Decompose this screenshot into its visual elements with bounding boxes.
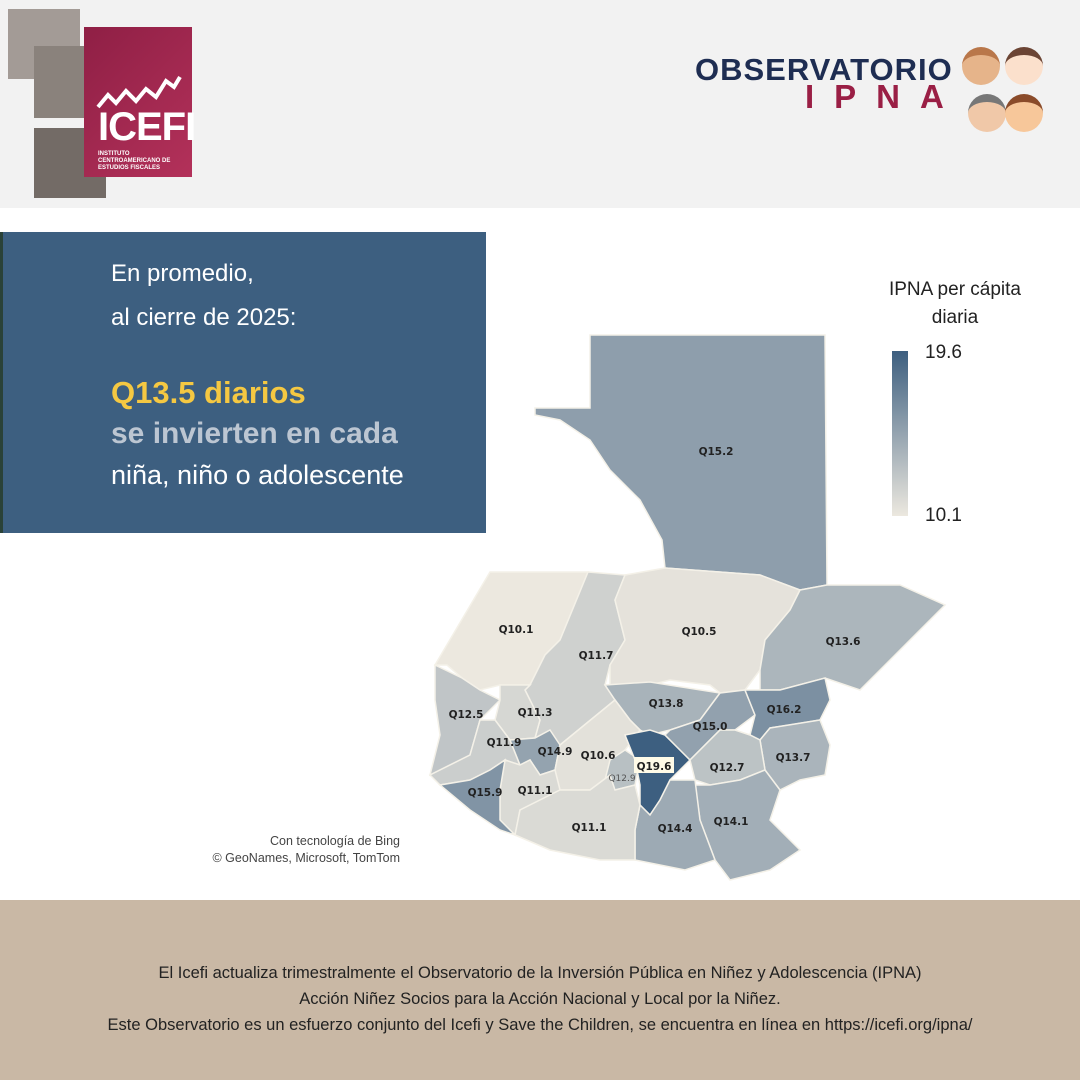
chart-line-icon — [96, 75, 182, 109]
legend-gradient — [892, 351, 908, 516]
region-value-label: Q10.1 — [499, 624, 534, 636]
region-value-label: Q15.0 — [693, 721, 728, 733]
legend-min: 10.1 — [925, 505, 962, 526]
region-value-label: Q15.2 — [699, 446, 734, 458]
callout-line2: al cierre de 2025: — [111, 304, 297, 331]
logo-name: ICEFI — [98, 105, 196, 149]
child-face-icon — [968, 94, 1006, 132]
region-value-label: Q10.6 — [581, 750, 616, 762]
header: ICEFI INSTITUTO CENTROAMERICANO DE ESTUD… — [0, 0, 1080, 208]
region-value-label: Q13.7 — [776, 752, 811, 764]
region-value-label: Q12.7 — [710, 762, 745, 774]
region-value-label: Q16.2 — [767, 704, 802, 716]
ipna-title: IPNA — [805, 78, 964, 115]
callout-line3: se invierten en cada — [111, 417, 398, 450]
region-value-label: Q13.6 — [826, 636, 861, 648]
map-credit: Con tecnología de Bing © GeoNames, Micro… — [188, 833, 401, 867]
department-region — [438, 758, 516, 836]
department-region — [689, 729, 766, 786]
legend-title: IPNA per cápita diaria — [888, 279, 1022, 328]
department-region — [534, 334, 828, 591]
footer: El Icefi actualiza trimestralmente el Ob… — [0, 900, 1080, 1080]
region-value-label: Q15.9 — [468, 787, 503, 799]
region-value-label: Q13.8 — [649, 698, 684, 710]
region-value-label: Q11.7 — [579, 650, 614, 662]
region-value-label: Q11.1 — [572, 822, 607, 834]
legend-max: 19.6 — [925, 342, 962, 363]
highlight-label-bg — [634, 757, 674, 773]
region-value-label: Q12.5 — [449, 709, 484, 721]
child-face-icon — [1005, 94, 1043, 132]
guatemala-map: Q15.2 Q10.1 Q11.7 Q10.5 Q13.6 Q13.8 Q12.5 Q11.3… — [428, 334, 947, 881]
region-value-label: Q11.9 — [487, 737, 522, 749]
callout-amount: Q13.5 diarios — [111, 375, 306, 410]
region-value-label: Q10.5 — [682, 626, 717, 638]
region-value-label: Q11.3 — [518, 707, 553, 719]
child-face-icon — [962, 47, 1000, 85]
region-value-label: Q14.1 — [714, 816, 749, 828]
callout-box: En promedio, al cierre de 2025: Q13.5 di… — [0, 232, 486, 533]
callout-line4: niña, niño o adolescente — [111, 460, 404, 490]
region-value-label: Q14.9 — [538, 746, 573, 758]
credit-line1: Con tecnología de Bing — [270, 834, 400, 848]
region-value-label: Q19.6 — [637, 761, 672, 773]
observatorio-title: OBSERVATORIO — [695, 52, 953, 87]
footer-line3[interactable]: Este Observatorio es un esfuerzo conjunt… — [107, 1016, 973, 1034]
region-value-label: Q14.4 — [658, 823, 693, 835]
child-face-icon — [1005, 47, 1043, 85]
footer-line2: Acción Niñez Socios para la Acción Nacio… — [299, 990, 781, 1008]
footer-line1: El Icefi actualiza trimestralmente el Ob… — [158, 964, 922, 982]
region-value-label: Q11.1 — [518, 785, 553, 797]
icefi-logo: ICEFI INSTITUTO CENTROAMERICANO DE ESTUD… — [84, 27, 196, 177]
callout-line1: En promedio, — [111, 260, 254, 287]
credit-line2: © GeoNames, Microsoft, TomTom — [212, 851, 401, 865]
region-value-label: Q12.9 — [608, 774, 635, 784]
logo-subtitle: INSTITUTO CENTROAMERICANO DE ESTUDIOS FI… — [98, 151, 171, 171]
